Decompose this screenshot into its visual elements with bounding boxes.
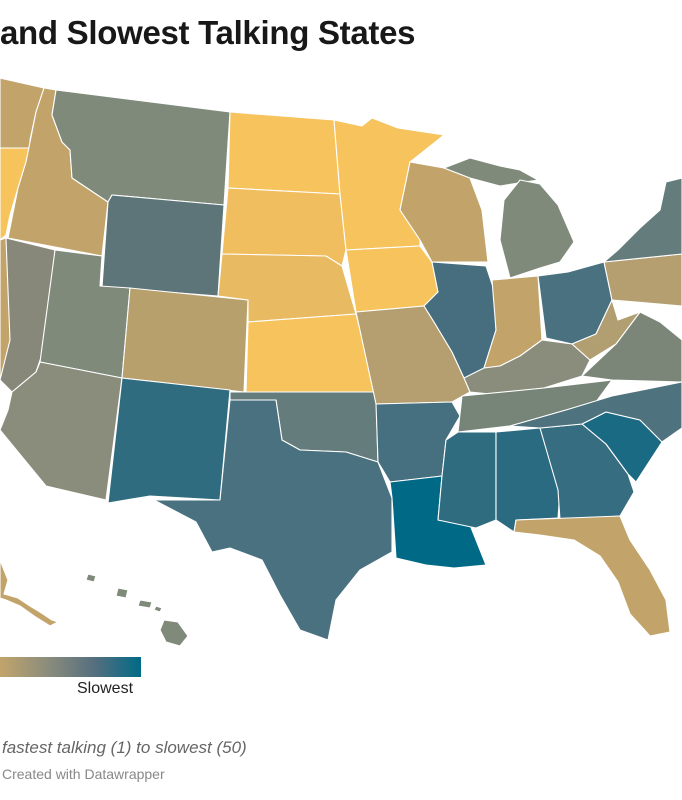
state-north-carolina[interactable] xyxy=(509,381,682,443)
state-florida[interactable] xyxy=(513,515,671,637)
legend-gradient-bar xyxy=(0,657,141,677)
state-colorado[interactable] xyxy=(121,287,249,393)
state-texas[interactable] xyxy=(153,399,393,641)
state-hawaii[interactable] xyxy=(85,573,189,647)
state-michigan[interactable] xyxy=(499,179,575,279)
state-alaska[interactable] xyxy=(0,559,59,627)
state-north-dakota[interactable] xyxy=(227,111,341,195)
state-arizona[interactable] xyxy=(0,361,123,501)
state-new-mexico[interactable] xyxy=(107,377,231,504)
state-mississippi[interactable] xyxy=(437,431,497,529)
state-kansas[interactable] xyxy=(245,313,377,393)
state-pennsylvania[interactable] xyxy=(603,253,682,307)
legend-slowest-label: Slowest xyxy=(77,680,134,697)
state-new-york[interactable] xyxy=(603,177,682,263)
ranking-note: fastest talking (1) to slowest (50) xyxy=(2,738,247,757)
state-montana[interactable] xyxy=(51,89,231,206)
datawrapper-credit[interactable]: Created with Datawrapper xyxy=(2,766,165,782)
state-upper-michigan[interactable] xyxy=(443,157,539,187)
state-west-virginia[interactable] xyxy=(571,299,641,361)
state-iowa[interactable] xyxy=(345,245,439,313)
state-wyoming[interactable] xyxy=(101,194,225,297)
map-title: and Slowest Talking States xyxy=(0,14,416,51)
